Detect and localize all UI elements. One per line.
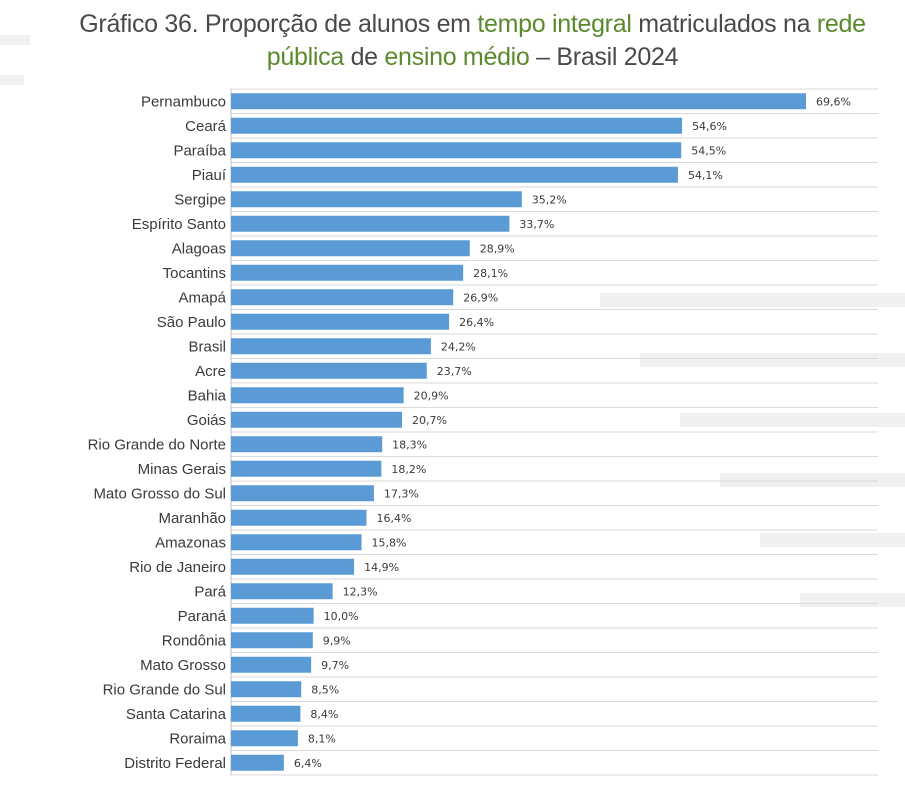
value-label: 12,3% [343, 585, 378, 598]
value-label: 8,5% [311, 683, 339, 696]
bar [231, 485, 374, 502]
value-label: 33,7% [519, 218, 554, 231]
value-label: 20,9% [414, 389, 449, 402]
title-highlight-publica: pública [266, 43, 344, 71]
bar-chart: Pernambuco 69,6% Ceará 54,6% Paraíba 54,5% Pia… [0, 88, 905, 778]
category-label: Mato Grosso do Sul [93, 485, 226, 502]
category-label: Goiás [187, 412, 226, 429]
category-label: Paraná [178, 608, 227, 625]
bar [231, 754, 284, 771]
category-label: Sergipe [174, 191, 226, 208]
bar-chart-svg: Pernambuco 69,6% Ceará 54,6% Paraíba 54,5% Pia… [88, 88, 878, 776]
value-label: 16,4% [376, 512, 411, 525]
category-label: Maranhão [158, 510, 226, 527]
value-label: 54,1% [688, 169, 723, 182]
bar [231, 313, 450, 330]
title-part-1: Gráfico 36. Proporção de alunos em [79, 10, 478, 38]
bar [231, 656, 312, 673]
category-label: Rio Grande do Sul [103, 681, 226, 698]
value-label: 8,4% [310, 708, 338, 721]
value-label: 35,2% [532, 193, 567, 206]
bar [231, 730, 298, 747]
bar [231, 289, 454, 306]
grid-lines [231, 88, 878, 776]
value-label: 18,3% [392, 438, 427, 451]
bar [231, 411, 403, 428]
value-label: 54,5% [691, 144, 726, 157]
bar [231, 362, 427, 379]
bar [231, 534, 362, 551]
category-label: Alagoas [172, 240, 226, 257]
bar [231, 338, 431, 355]
bar [231, 632, 313, 649]
bar [231, 166, 678, 183]
category-label: Ceará [185, 118, 227, 135]
category-label: Pernambuco [141, 93, 226, 110]
value-label: 15,8% [372, 536, 407, 549]
bar [231, 264, 464, 281]
bar [231, 705, 301, 722]
value-label: 26,4% [459, 316, 494, 329]
bar [231, 460, 382, 477]
category-label: Distrito Federal [124, 755, 226, 772]
bar [231, 215, 510, 232]
value-label: 17,3% [384, 487, 419, 500]
category-label: Piauí [192, 167, 227, 184]
category-label: São Paulo [157, 314, 226, 331]
bar [231, 583, 333, 600]
category-label: Tocantins [163, 265, 226, 282]
title-highlight-ensino-medio: ensino médio [384, 43, 530, 71]
bar [231, 117, 683, 134]
category-label: Amazonas [155, 534, 226, 551]
bar [231, 509, 367, 526]
category-label: Brasil [188, 338, 226, 355]
chart-title: Gráfico 36. Proporção de alunos em tempo… [60, 8, 885, 74]
value-label: 18,2% [391, 463, 426, 476]
category-label: Rio Grande do Norte [88, 436, 226, 453]
bar [231, 93, 806, 110]
bar [231, 607, 314, 624]
value-label: 23,7% [437, 365, 472, 378]
value-label: 24,2% [441, 340, 476, 353]
category-label: Paraíba [173, 142, 226, 159]
bar [231, 191, 522, 208]
category-label: Minas Gerais [138, 461, 226, 478]
category-label: Santa Catarina [126, 706, 227, 723]
bar [231, 142, 682, 159]
title-highlight-tempo-integral: tempo integral [477, 10, 632, 38]
value-label: 28,1% [473, 267, 508, 280]
bar [231, 558, 355, 575]
value-label: 54,6% [692, 120, 727, 133]
value-label: 20,7% [412, 414, 447, 427]
value-label: 10,0% [324, 610, 359, 623]
category-label: Acre [195, 363, 226, 380]
value-label: 69,6% [816, 95, 851, 108]
category-label: Pará [194, 583, 226, 600]
bar [231, 681, 302, 698]
title-highlight-rede: rede [816, 10, 866, 38]
bar [231, 240, 470, 257]
category-label: Espírito Santo [132, 216, 226, 233]
title-part-3: matriculados na [631, 10, 817, 38]
category-label: Rondônia [162, 632, 227, 649]
value-label: 8,1% [308, 732, 336, 745]
category-label: Mato Grosso [140, 657, 226, 674]
category-label: Roraima [169, 730, 226, 747]
value-label: 9,7% [321, 659, 349, 672]
value-label: 6,4% [294, 757, 322, 770]
title-part-8: – Brasil 2024 [529, 43, 679, 71]
value-label: 28,9% [480, 242, 515, 255]
value-label: 26,9% [463, 291, 498, 304]
category-label: Bahia [188, 387, 227, 404]
value-label: 9,9% [323, 634, 351, 647]
value-label: 14,9% [364, 561, 399, 574]
category-label: Rio de Janeiro [129, 559, 226, 576]
bar [231, 387, 404, 404]
title-part-6: de [343, 43, 385, 71]
category-label: Amapá [178, 289, 226, 306]
bar [231, 436, 383, 453]
